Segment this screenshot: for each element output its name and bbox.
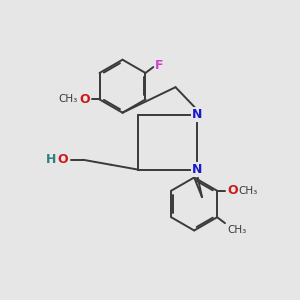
- Text: F: F: [155, 58, 164, 72]
- Text: N: N: [192, 108, 202, 121]
- Text: O: O: [79, 93, 90, 106]
- Text: O: O: [57, 153, 68, 166]
- Text: H: H: [45, 153, 56, 166]
- Text: CH₃: CH₃: [59, 94, 78, 104]
- Text: CH₃: CH₃: [227, 225, 246, 235]
- Text: CH₃: CH₃: [239, 186, 258, 196]
- Text: O: O: [227, 184, 238, 197]
- Text: N: N: [192, 163, 202, 176]
